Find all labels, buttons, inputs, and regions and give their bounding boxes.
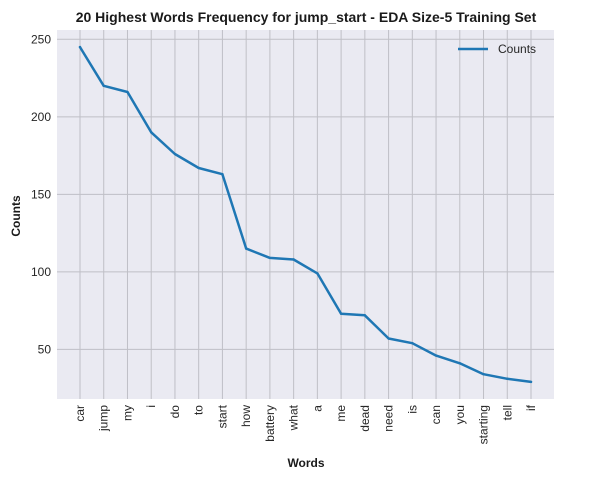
plot-area bbox=[57, 30, 554, 399]
x-tick-labels: car jump my i do to start how battery what a me dead… bbox=[73, 404, 538, 444]
y-tick-label: 250 bbox=[31, 32, 51, 46]
chart-title: 20 Highest Words Frequency for jump_star… bbox=[76, 9, 537, 25]
x-tick-label: battery bbox=[263, 405, 277, 442]
x-tick-label: do bbox=[168, 405, 182, 419]
data-point bbox=[78, 45, 82, 49]
series-line-counts bbox=[78, 45, 533, 384]
data-point bbox=[244, 247, 248, 250]
y-gridlines bbox=[57, 38, 554, 350]
x-tick-label: to bbox=[192, 405, 206, 415]
y-tick-label: 200 bbox=[31, 110, 51, 124]
data-point bbox=[268, 256, 272, 260]
x-tick-label: car bbox=[73, 405, 87, 422]
x-axis-label: Words bbox=[287, 456, 324, 470]
x-tick-label: starting bbox=[477, 405, 491, 444]
x-tick-label: dead bbox=[358, 405, 372, 432]
x-tick-label: is bbox=[405, 405, 419, 414]
x-tick-label: if bbox=[524, 404, 538, 411]
x-tick-label: my bbox=[120, 405, 134, 421]
y-tick-labels: 50 100 150 200 250 bbox=[31, 32, 51, 356]
data-point bbox=[292, 258, 295, 261]
data-point bbox=[434, 354, 438, 357]
data-point bbox=[339, 312, 343, 315]
x-tick-label: can bbox=[429, 405, 443, 424]
data-point bbox=[363, 314, 367, 317]
data-point bbox=[411, 341, 414, 345]
data-point bbox=[482, 372, 485, 376]
data-point bbox=[197, 166, 200, 170]
x-tick-label: you bbox=[453, 405, 467, 424]
x-tick-label: i bbox=[144, 405, 158, 408]
x-tick-label: me bbox=[334, 405, 348, 422]
x-tick-label: start bbox=[215, 404, 229, 428]
data-point bbox=[387, 337, 390, 340]
x-tick-label: what bbox=[287, 404, 301, 431]
data-point bbox=[126, 90, 129, 94]
data-point bbox=[529, 380, 533, 384]
y-tick-label: 150 bbox=[31, 187, 51, 201]
x-tick-label: tell bbox=[500, 405, 514, 420]
data-point bbox=[173, 152, 177, 156]
x-tick-label: jump bbox=[97, 405, 111, 432]
y-tick-label: 100 bbox=[31, 265, 51, 279]
legend-label: Counts bbox=[498, 42, 536, 56]
data-point bbox=[102, 84, 105, 88]
y-tick-label: 50 bbox=[38, 342, 52, 356]
data-point bbox=[150, 131, 153, 134]
data-point bbox=[506, 377, 509, 381]
data-point bbox=[221, 172, 224, 176]
x-tick-label: how bbox=[239, 405, 253, 427]
data-point bbox=[458, 362, 461, 365]
data-point bbox=[316, 272, 319, 275]
x-tick-label: need bbox=[382, 405, 396, 432]
y-axis-label: Counts bbox=[9, 195, 23, 237]
series-layer bbox=[78, 45, 533, 384]
x-tick-label: a bbox=[310, 405, 324, 412]
legend: Counts bbox=[458, 42, 536, 56]
